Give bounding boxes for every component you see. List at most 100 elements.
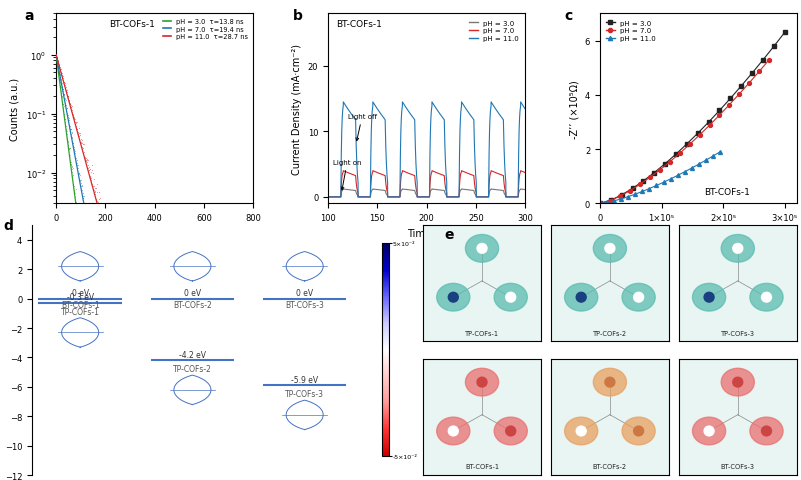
Point xyxy=(150,477,163,480)
Text: c: c xyxy=(565,9,573,23)
Ellipse shape xyxy=(622,284,655,312)
Point xyxy=(101,237,114,244)
Point xyxy=(95,207,107,215)
Point xyxy=(104,428,117,436)
Point xyxy=(64,160,77,168)
Point xyxy=(99,378,112,386)
Point xyxy=(76,140,89,147)
Point xyxy=(77,247,90,255)
Point xyxy=(186,448,199,456)
Point xyxy=(108,471,121,479)
Point xyxy=(143,364,155,372)
Point xyxy=(147,383,160,391)
Point xyxy=(114,440,127,448)
Point xyxy=(80,211,93,219)
Point xyxy=(110,259,123,267)
Point xyxy=(83,220,96,228)
Point xyxy=(137,360,150,367)
Point xyxy=(73,226,86,234)
Point xyxy=(94,265,107,273)
Text: BT-COFs-3: BT-COFs-3 xyxy=(285,300,324,309)
Point xyxy=(57,79,70,86)
Point xyxy=(184,450,197,458)
Point xyxy=(123,409,135,417)
Point xyxy=(144,347,157,354)
Point xyxy=(70,119,83,127)
Point xyxy=(64,159,77,167)
pH = 7.0 xyxy=(655,168,665,173)
Point xyxy=(114,274,127,282)
Point xyxy=(103,228,116,236)
Point xyxy=(81,157,94,165)
pH = 7.0 xyxy=(735,92,744,97)
Text: e: e xyxy=(445,228,454,242)
Point xyxy=(64,126,77,134)
Point xyxy=(171,450,184,458)
Point xyxy=(158,435,171,443)
Point xyxy=(75,144,88,152)
Point xyxy=(76,182,89,190)
Point xyxy=(134,466,147,474)
Point xyxy=(101,386,114,394)
Point xyxy=(54,66,67,74)
Point xyxy=(71,126,84,133)
Point xyxy=(132,341,145,348)
Point xyxy=(135,414,147,421)
Point xyxy=(71,162,84,169)
Point xyxy=(154,386,167,394)
Point xyxy=(50,57,63,64)
Ellipse shape xyxy=(494,417,527,445)
Point xyxy=(156,429,169,436)
Point xyxy=(52,64,65,72)
Point xyxy=(88,251,101,259)
Point xyxy=(54,66,66,74)
Point xyxy=(175,468,187,475)
Point xyxy=(86,181,99,189)
Point xyxy=(112,263,125,271)
Point xyxy=(62,98,75,106)
Point xyxy=(106,333,119,340)
Point xyxy=(188,460,201,468)
Point xyxy=(162,374,175,382)
Point xyxy=(121,281,134,288)
Point xyxy=(70,186,83,194)
Point xyxy=(135,327,147,335)
Point xyxy=(141,460,154,468)
Point xyxy=(91,189,103,196)
Point xyxy=(119,261,131,268)
Point xyxy=(107,341,119,348)
Point xyxy=(57,77,70,85)
Point xyxy=(106,247,119,254)
Point xyxy=(97,288,110,296)
Point xyxy=(128,315,141,323)
Point xyxy=(89,256,102,264)
Text: TP-COFs-1: TP-COFs-1 xyxy=(465,330,499,336)
Point xyxy=(78,205,91,213)
Point xyxy=(62,115,75,123)
Point xyxy=(99,305,111,313)
Point xyxy=(71,129,84,136)
Ellipse shape xyxy=(465,235,498,263)
Point xyxy=(130,304,143,312)
Point xyxy=(68,116,81,124)
Point xyxy=(111,358,124,366)
Point xyxy=(88,333,101,341)
Point xyxy=(111,343,123,351)
Point xyxy=(55,70,68,78)
Point xyxy=(83,254,95,262)
Point xyxy=(141,380,154,387)
Point xyxy=(54,67,66,75)
Point xyxy=(83,302,96,310)
Point xyxy=(100,269,113,277)
Point xyxy=(86,286,99,293)
Point xyxy=(81,156,94,163)
Point xyxy=(90,195,103,203)
Point xyxy=(68,114,81,122)
Point xyxy=(112,248,125,255)
Point xyxy=(51,64,64,72)
Point xyxy=(97,282,110,290)
Point xyxy=(129,408,142,415)
Point xyxy=(74,140,87,147)
Point xyxy=(57,72,70,80)
Point xyxy=(90,265,103,273)
